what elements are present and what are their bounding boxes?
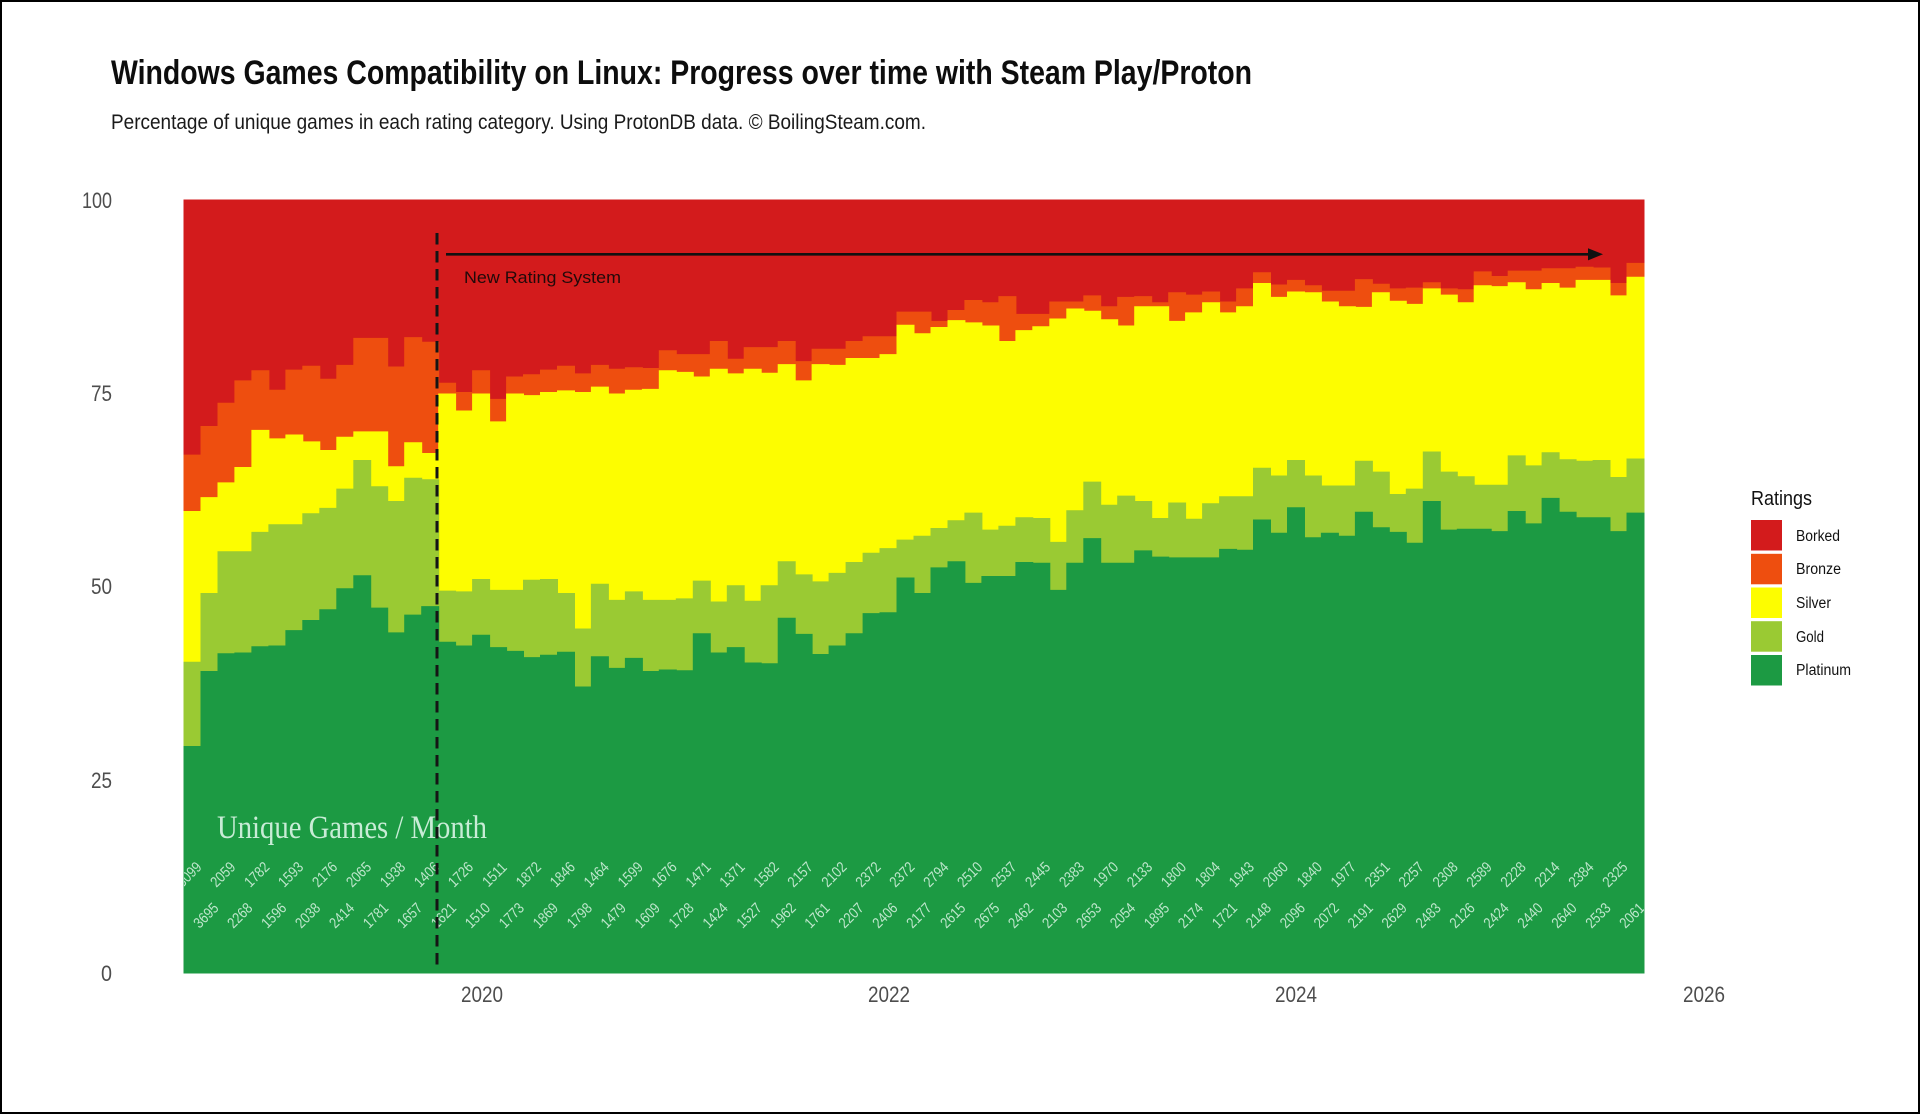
svg-text:Bronze: Bronze [1796,561,1841,578]
svg-text:Unique Games / Month: Unique Games / Month [217,810,487,846]
svg-text:75: 75 [91,381,112,406]
svg-text:2022: 2022 [868,982,910,1007]
svg-text:25: 25 [91,768,112,793]
svg-text:2024: 2024 [1275,982,1317,1007]
svg-text:100: 100 [82,188,112,213]
svg-text:2026: 2026 [1683,982,1725,1007]
svg-text:Ratings: Ratings [1751,488,1812,510]
svg-text:Silver: Silver [1796,595,1831,612]
svg-text:New Rating System: New Rating System [464,268,621,287]
svg-text:0: 0 [101,961,112,986]
svg-text:Percentage of unique games in: Percentage of unique games in each ratin… [111,111,926,134]
svg-text:Platinum: Platinum [1796,662,1851,679]
svg-text:50: 50 [91,574,112,599]
svg-text:2020: 2020 [461,982,503,1007]
svg-text:Borked: Borked [1796,528,1840,545]
svg-text:Windows Games Compatibility on: Windows Games Compatibility on Linux: Pr… [111,54,1252,92]
svg-text:Gold: Gold [1796,629,1824,646]
